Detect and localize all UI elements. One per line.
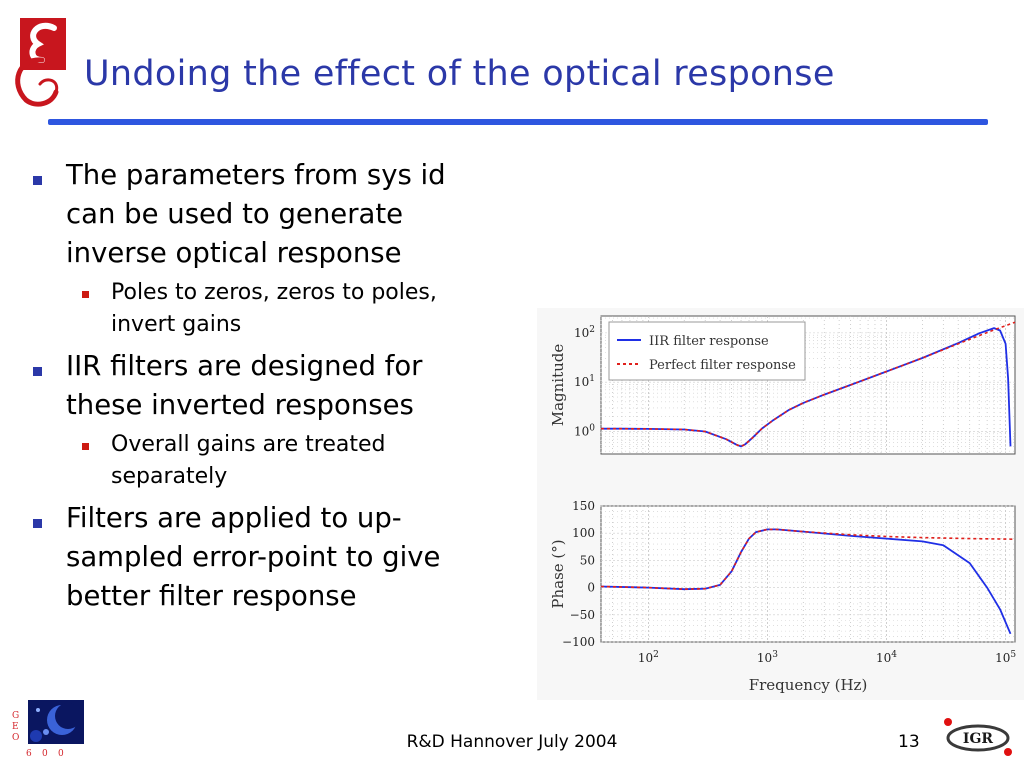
frequency-axis-label: Frequency (Hz) bbox=[749, 676, 868, 694]
geo-digit: 0 bbox=[58, 749, 64, 759]
bullet-list: The parameters from sys id can be used t… bbox=[28, 156, 538, 622]
magnitude-axis-label: Magnitude bbox=[549, 344, 567, 427]
frequency-tick-label: 105 bbox=[995, 650, 1016, 665]
magnitude-tick-label: 100 bbox=[574, 424, 595, 439]
bullet-text-line: better filter response bbox=[66, 580, 357, 612]
bullet-text-line: IIR filters are designed for bbox=[66, 350, 423, 382]
geo-digit: 0 bbox=[42, 749, 48, 759]
geo600-logo-icon: G E O 6 0 0 bbox=[12, 700, 84, 759]
footer-text: R&D Hannover July 2004 bbox=[406, 732, 618, 752]
legend-label: IIR filter response bbox=[649, 334, 769, 349]
frequency-tick-label: 102 bbox=[638, 650, 659, 665]
phase-perfect-line bbox=[600, 528, 1016, 591]
bullet-text-line: these inverted responses bbox=[66, 389, 414, 421]
sub-bullet-text-line: Poles to zeros, zeros to poles, bbox=[111, 280, 437, 305]
phase-tick-label: 100 bbox=[572, 526, 595, 540]
geo-letter: O bbox=[12, 733, 19, 743]
bode-plot-svg: 100 101 102 −100 −50 0 50 100 150 102 103 104 105 Mag… bbox=[549, 315, 1016, 694]
legend-label: Perfect filter response bbox=[649, 358, 796, 373]
sub-bullet-text-line: invert gains bbox=[111, 312, 242, 337]
magnitude-tick-label: 102 bbox=[574, 325, 595, 340]
page-number: 13 bbox=[898, 732, 920, 752]
title-underline bbox=[48, 119, 988, 125]
magnitude-tick-label: 101 bbox=[574, 374, 595, 389]
frequency-tick-label: 103 bbox=[757, 650, 778, 665]
phase-tick-label: 150 bbox=[572, 499, 595, 513]
phase-axis-label: Phase (°) bbox=[549, 539, 567, 608]
phase-tick-label: 50 bbox=[580, 553, 595, 567]
magnitude-perfect-line bbox=[601, 321, 1016, 448]
legend-box bbox=[608, 321, 806, 381]
bode-plot-figure: 100 101 102 −100 −50 0 50 100 150 102 103 104 105 Mag… bbox=[537, 308, 1024, 700]
sub-bullet-item: Poles to zeros, zeros to poles, invert g… bbox=[28, 277, 538, 341]
phase-tick-label: 0 bbox=[587, 581, 595, 595]
slide-title: Undoing the effect of the optical respon… bbox=[84, 54, 835, 94]
bullet-item: IIR filters are designed for these inver… bbox=[28, 347, 538, 425]
geo-digit: 6 bbox=[26, 749, 32, 759]
bullet-text-line: Filters are applied to up- bbox=[66, 502, 402, 534]
frequency-tick-label: 104 bbox=[876, 650, 897, 665]
geo-letter: E bbox=[12, 722, 19, 732]
phase-tick-label: −100 bbox=[562, 635, 595, 649]
igr-logo-text: IGR bbox=[963, 731, 994, 747]
phase-tick-label: −50 bbox=[570, 608, 595, 622]
sub-bullet-text-line: separately bbox=[111, 464, 228, 489]
bullet-text-line: can be used to generate bbox=[66, 198, 404, 230]
bullet-text-line: inverse optical response bbox=[66, 237, 402, 269]
geo-logo-top-icon bbox=[15, 18, 66, 107]
bullet-text-line: The parameters from sys id bbox=[66, 159, 446, 191]
phase-plot-area bbox=[600, 505, 1016, 643]
sub-bullet-text-line: Overall gains are treated bbox=[111, 432, 386, 457]
sub-bullet-item: Overall gains are treated separately bbox=[28, 429, 538, 493]
bullet-item: Filters are applied to up- sampled error… bbox=[28, 499, 538, 616]
chart-legend: IIR filter response Perfect filter respon… bbox=[608, 321, 806, 381]
bullet-item: The parameters from sys id can be used t… bbox=[28, 156, 538, 273]
bullet-text-line: sampled error-point to give bbox=[66, 541, 441, 573]
igr-logo-icon: IGR bbox=[944, 718, 1012, 756]
geo-letter: G bbox=[12, 711, 19, 721]
